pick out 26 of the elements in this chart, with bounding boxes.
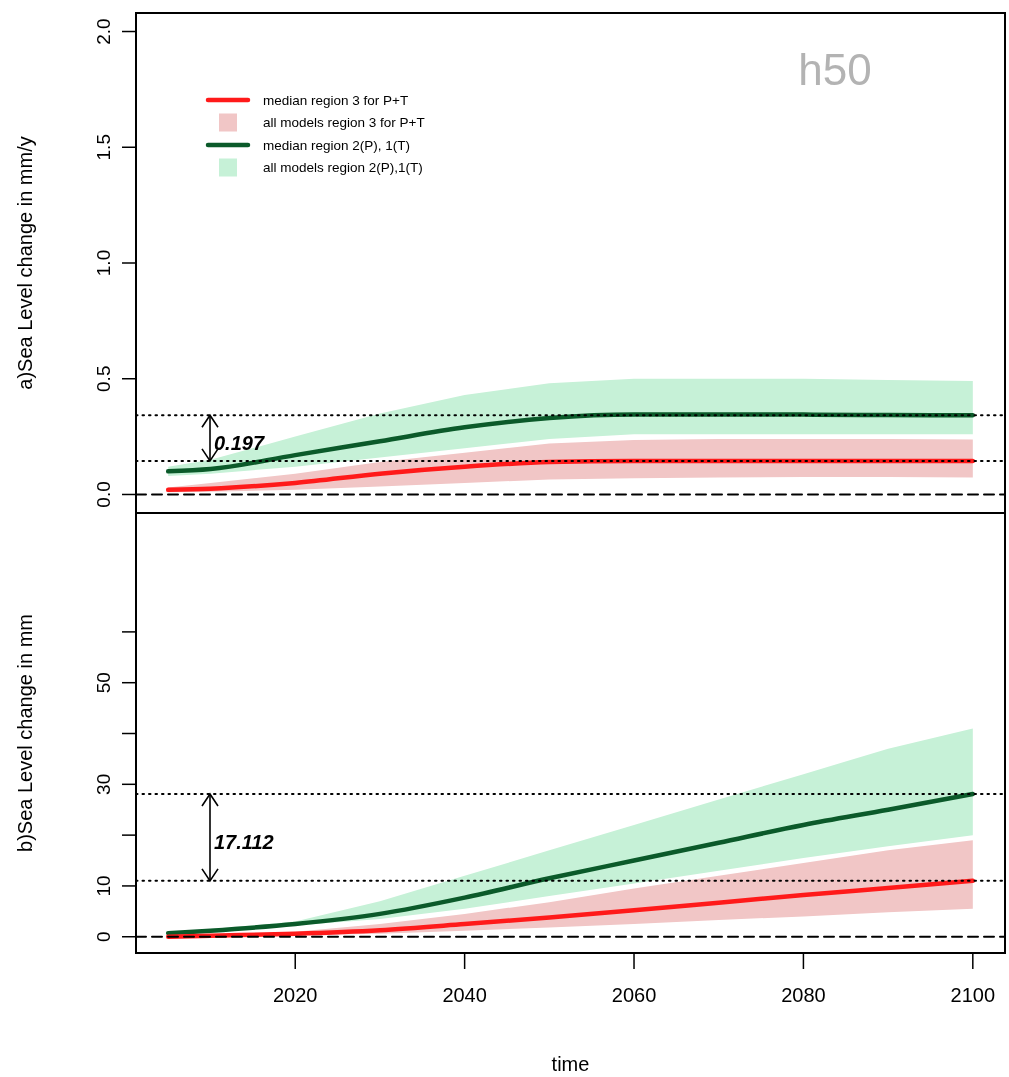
y-tick-label: 30 (93, 773, 114, 795)
x-tick-label: 2100 (950, 984, 996, 1006)
y-tick-label: 0 (93, 931, 114, 943)
y-axis-title: b)Sea Level change in mm (14, 614, 36, 852)
annotation: h50 (798, 45, 872, 94)
y-tick-label: 1.5 (93, 134, 114, 161)
y-tick-label: 1.0 (93, 249, 114, 277)
line-series (165, 878, 976, 939)
annotation: 17.112 (214, 831, 274, 854)
y-axis-title: a)Sea Level change in mm/y (14, 136, 36, 390)
y-tick-label: 2.0 (93, 18, 114, 45)
y-tick-label: 0.5 (93, 365, 114, 392)
annotation: all models region 2(P),1(T) (263, 160, 423, 176)
x-tick-label: 2080 (781, 984, 826, 1006)
x-tick-label: 2020 (272, 984, 318, 1006)
x-tick-label: 2040 (442, 984, 487, 1006)
legend-label: median region 3 for P+T (263, 92, 409, 108)
y-tick-label: 50 (93, 672, 114, 694)
x-axis-title: time (551, 1053, 590, 1075)
legend-label: median region 2(P), 1(T) (263, 137, 411, 153)
x-tick-label: 2060 (611, 984, 657, 1006)
annotation: all models region 3 for P+T (263, 115, 425, 131)
y-tick-label: 0.0 (93, 481, 114, 508)
line-series (165, 791, 976, 936)
y-tick-label: 10 (93, 875, 114, 897)
annotation: 0.197 (214, 432, 265, 455)
